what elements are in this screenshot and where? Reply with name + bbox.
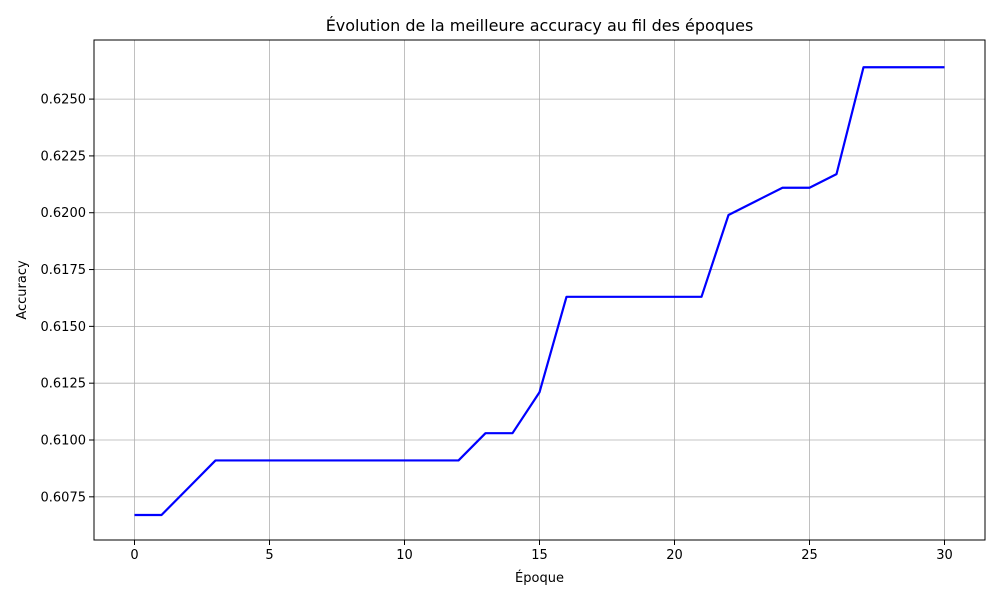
x-tick-label: 25 — [801, 548, 818, 563]
y-tick-label: 0.6100 — [41, 434, 87, 449]
chart-title: Évolution de la meilleure accuracy au fi… — [326, 16, 754, 35]
y-tick-label: 0.6075 — [41, 490, 87, 505]
y-axis: 0.6075 0.6100 0.6125 0.6150 0.6175 0.6200 0.62… — [41, 93, 94, 505]
x-tick-label: 5 — [265, 548, 273, 563]
y-axis-label: Accuracy — [15, 260, 30, 320]
y-tick-label: 0.6225 — [41, 149, 87, 164]
y-tick-label: 0.6250 — [41, 93, 87, 108]
y-tick-label: 0.6175 — [41, 263, 87, 278]
series-line — [134, 66, 945, 517]
y-tick-label: 0.6125 — [41, 377, 87, 392]
x-tick-label: 15 — [531, 548, 548, 563]
x-tick-label: 30 — [936, 548, 953, 563]
x-axis-label: Époque — [515, 570, 564, 586]
series-layer — [134, 66, 945, 517]
x-tick-label: 10 — [396, 548, 413, 563]
x-axis: 0 5 10 15 20 25 30 — [130, 540, 953, 563]
grid — [94, 40, 985, 540]
x-tick-label: 20 — [666, 548, 683, 563]
x-tick-label: 0 — [130, 548, 138, 563]
y-tick-label: 0.6200 — [41, 206, 87, 221]
y-tick-label: 0.6150 — [41, 320, 87, 335]
